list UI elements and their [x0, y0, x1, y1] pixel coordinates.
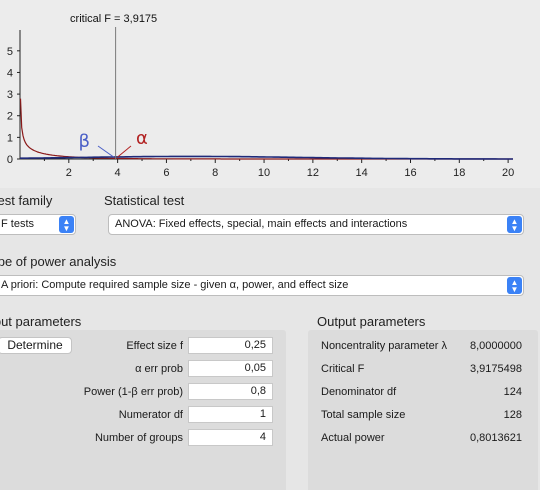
x-tick-label: 10 [258, 167, 270, 179]
x-tick-label: 8 [212, 167, 218, 179]
power-analysis-select[interactable]: A priori: Compute required sample size -… [0, 275, 524, 296]
test-family-label: Test family [0, 193, 53, 208]
numerator-df-input[interactable]: 1 [188, 406, 273, 423]
number-of-groups-label: Number of groups [94, 432, 183, 444]
y-tick-label: 0 [7, 154, 13, 166]
test-family-select[interactable]: F tests ▲ ▼ [0, 214, 76, 235]
denominator-df-label: Denominator df [321, 386, 397, 398]
up-down-chevron-icon: ▲ ▼ [507, 216, 522, 233]
x-tick-label: 14 [356, 167, 368, 179]
denominator-df-value: 124 [503, 386, 522, 398]
actual-power-value: 0,8013621 [470, 432, 522, 444]
critical-f-label: Critical F [321, 363, 365, 375]
y-tick-label: 3 [7, 89, 13, 101]
critical-f-label: critical F = 3,9175 [70, 13, 157, 25]
x-tick-label: 16 [404, 167, 416, 179]
alpha-pointer-line [117, 145, 132, 158]
number-of-groups-input[interactable]: 4 [188, 429, 273, 446]
x-tick-label: 4 [115, 167, 121, 179]
output-parameters-title: Output parameters [317, 314, 426, 329]
distribution-plot: 0 1 2 3 4 5 2 4 6 8 10 12 14 16 18 20 critical F = 3,917… [0, 0, 540, 188]
statistical-test-label: Statistical test [104, 193, 185, 208]
power-analysis-label: Type of power analysis [0, 254, 117, 269]
noncentral-distribution-curve [20, 155, 513, 160]
x-tick-label: 20 [502, 167, 514, 179]
numerator-df-label: Numerator df [118, 409, 183, 421]
y-tick-label: 2 [7, 111, 13, 123]
noncentrality-label: Noncentrality parameter λ [321, 340, 447, 352]
statistical-test-value: ANOVA: Fixed effects, special, main effe… [115, 218, 408, 230]
alpha-label: α [136, 128, 148, 149]
power-analysis-value: A priori: Compute required sample size -… [1, 279, 349, 291]
critical-f-value: 3,9175498 [470, 363, 522, 375]
power-label: Power (1-β err prob) [83, 386, 183, 398]
total-sample-size-value: 128 [503, 409, 522, 421]
y-tick-label: 5 [7, 46, 13, 58]
actual-power-label: Actual power [321, 432, 385, 444]
x-tick-label: 18 [453, 167, 465, 179]
alpha-err-label: α err prob [135, 363, 183, 375]
y-tick-label: 4 [7, 67, 13, 79]
output-parameters-panel [308, 330, 538, 490]
total-sample-size-label: Total sample size [321, 409, 406, 421]
test-family-value: F tests [1, 218, 35, 230]
effect-size-input[interactable]: 0,25 [188, 337, 273, 354]
noncentrality-value: 8,0000000 [470, 340, 522, 352]
input-parameters-title: Input parameters [0, 314, 82, 329]
power-input[interactable]: 0,8 [188, 383, 273, 400]
alpha-err-input[interactable]: 0,05 [188, 360, 273, 377]
central-distribution-curve [19, 98, 513, 160]
up-down-chevron-icon: ▲ ▼ [507, 277, 522, 294]
y-tick-label: 1 [7, 132, 13, 144]
determine-button[interactable]: Determine [0, 337, 72, 354]
statistical-test-select[interactable]: ANOVA: Fixed effects, special, main effe… [108, 214, 524, 235]
effect-size-label: Effect size f [126, 340, 183, 352]
x-tick-label: 6 [163, 167, 169, 179]
up-down-chevron-icon: ▲ ▼ [59, 216, 74, 233]
beta-pointer-line [97, 145, 114, 158]
x-tick-label: 2 [66, 167, 72, 179]
beta-label: β [79, 131, 91, 152]
x-tick-label: 12 [307, 167, 319, 179]
